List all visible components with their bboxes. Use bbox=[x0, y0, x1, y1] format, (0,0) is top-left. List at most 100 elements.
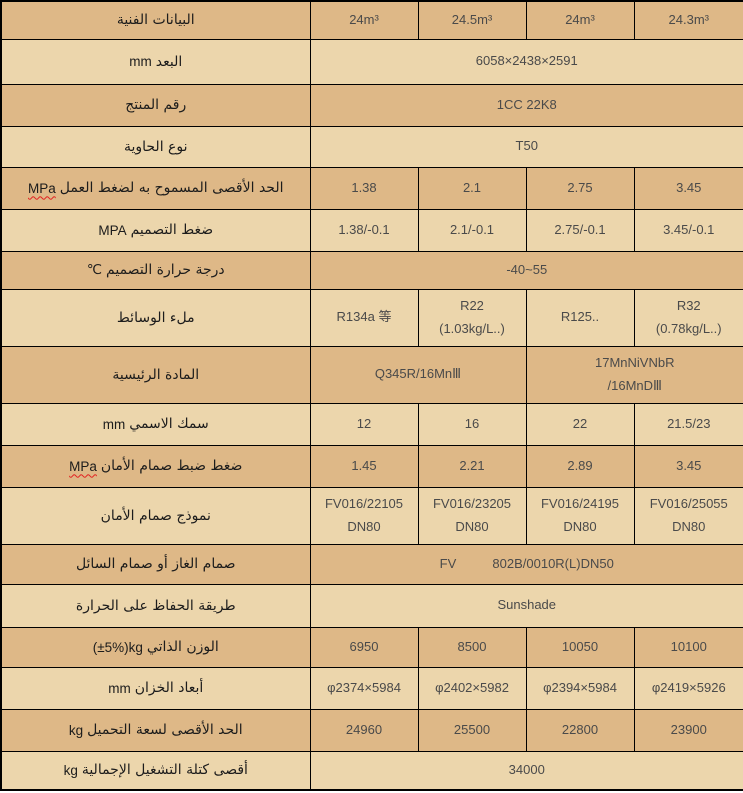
table-row: طريقة الحفاظ على الحرارة Sunshade bbox=[0, 583, 743, 628]
row-label-arabic: نوع الحاوية bbox=[123, 138, 188, 155]
value-cell: 1.38/-0.1 bbox=[309, 208, 419, 252]
value-cell: 23900 bbox=[633, 708, 743, 752]
value-cell: 1.38 bbox=[309, 166, 419, 210]
value-cell: 17MnNiVNbR /16MnDⅢ bbox=[525, 345, 743, 404]
value-cell: 8500 bbox=[417, 626, 527, 668]
row-label-arabic: سمك الاسمي bbox=[129, 416, 209, 432]
row-label-unit: mm bbox=[108, 680, 131, 696]
row-label-unit: MPa bbox=[69, 458, 97, 474]
row-label-arabic: الحد الأقصى لسعة التحميل bbox=[87, 722, 243, 738]
value-cell: 3.45 bbox=[633, 444, 743, 488]
value-cell: R125.. bbox=[525, 288, 635, 347]
row-label: المادة الرئيسية bbox=[5, 367, 307, 383]
table-row: ضغط التصميم MPA 1.38/-0.1 2.1/-0.1 2.75/-0.1… bbox=[0, 208, 743, 252]
row-label-cell: ملء الوسائط bbox=[0, 288, 311, 347]
row-label: نوع الحاوية bbox=[5, 139, 307, 155]
row-label-cell: المادة الرئيسية bbox=[0, 345, 311, 404]
row-label-arabic: ضغط التصميم bbox=[130, 222, 214, 238]
table-row: نوع الحاوية T50 bbox=[0, 125, 743, 168]
value-cell: 24960 bbox=[309, 708, 419, 752]
row-label-unit: kg bbox=[63, 762, 78, 778]
value-cell: R22 (1.03kg/L..) bbox=[417, 288, 527, 347]
value-cell: 22 bbox=[525, 402, 635, 446]
value-cell: FV016/23205 DN80 bbox=[417, 486, 527, 545]
value-cell: -40~55 bbox=[309, 250, 743, 290]
value-cell: 2.75/-0.1 bbox=[525, 208, 635, 252]
value-cell: 16 bbox=[417, 402, 527, 446]
value-cell: R134a 等 bbox=[309, 288, 419, 347]
table-row: البعد mm 6058×2438×2591 bbox=[0, 38, 743, 85]
value-cell: Sunshade bbox=[309, 583, 743, 628]
row-label-cell: البعد mm bbox=[0, 38, 311, 85]
row-label-cell: ضغط ضبط صمام الأمان MPa bbox=[0, 444, 311, 488]
value-cell: 3.45/-0.1 bbox=[633, 208, 743, 252]
row-label-arabic: درجة حرارة التصميم bbox=[106, 262, 225, 278]
table-row: صمام الغاز أو صمام السائل FV 802B/0010R(L… bbox=[0, 543, 743, 585]
value-cell: 24m³ bbox=[309, 0, 419, 40]
table-row: الوزن الذاتي (±5%)kg 6950 8500 10050 10100 bbox=[0, 626, 743, 668]
row-label-arabic: أقصى كتلة التشغيل الإجمالية bbox=[81, 762, 248, 779]
row-label: أبعاد الخزان mm bbox=[5, 680, 307, 696]
table-row: سمك الاسمي mm 12 16 22 21.5/23 bbox=[0, 402, 743, 446]
row-label: صمام الغاز أو صمام السائل bbox=[5, 556, 307, 572]
row-label-arabic: البعد bbox=[155, 53, 183, 70]
row-label-unit: (±5%)kg bbox=[92, 639, 143, 655]
row-label-arabic: البيانات الفنية bbox=[116, 12, 195, 29]
value-cell: 1CC 22K8 bbox=[309, 83, 743, 127]
row-label-cell: سمك الاسمي mm bbox=[0, 402, 311, 446]
value-cell: 6950 bbox=[309, 626, 419, 668]
row-label: ضغط ضبط صمام الأمان MPa bbox=[5, 458, 307, 474]
row-label-arabic: الوزن الذاتي bbox=[146, 639, 219, 655]
value-cell: 3.45 bbox=[633, 166, 743, 210]
value-cell: 10050 bbox=[525, 626, 635, 668]
table-row: الحد الأقصى لسعة التحميل kg 24960 25500 2280… bbox=[0, 708, 743, 752]
value-cell: 25500 bbox=[417, 708, 527, 752]
row-label-arabic: ملء الوسائط bbox=[116, 309, 195, 326]
row-label-cell: درجة حرارة التصميم ℃ bbox=[0, 250, 311, 290]
value-cell: φ2374×5984 bbox=[309, 666, 419, 710]
table-row: المادة الرئيسية Q345R/16MnⅢ 17MnNiVNbR /16… bbox=[0, 345, 743, 404]
table-row: البيانات الفنية 24m³ 24.5m³ 24m³ 24.3m³ bbox=[0, 0, 743, 40]
row-label-unit: MPA bbox=[98, 222, 127, 238]
value-cell: φ2419×5926 bbox=[633, 666, 743, 710]
row-label-unit: MPa bbox=[28, 180, 56, 196]
table-row: نموذج صمام الأمان FV016/22105 DN80 FV016/2… bbox=[0, 486, 743, 545]
row-label-cell: ضغط التصميم MPA bbox=[0, 208, 311, 252]
row-label: البعد mm bbox=[5, 54, 307, 70]
table-row: الحد الأقصى المسموح به لضغط العمل MPa 1.38… bbox=[0, 166, 743, 210]
table-row: أقصى كتلة التشغيل الإجمالية kg 34000 bbox=[0, 750, 743, 791]
value-cell: φ2402×5982 bbox=[417, 666, 527, 710]
value-cell: 34000 bbox=[309, 750, 743, 791]
row-label-cell: الحد الأقصى لسعة التحميل kg bbox=[0, 708, 311, 752]
value-cell: FV016/22105 DN80 bbox=[309, 486, 419, 545]
value-cell: 2.89 bbox=[525, 444, 635, 488]
value-cell: 2.21 bbox=[417, 444, 527, 488]
row-label-cell: نموذج صمام الأمان bbox=[0, 486, 311, 545]
table-row: ضغط ضبط صمام الأمان MPa 1.45 2.21 2.89 3.45 bbox=[0, 444, 743, 488]
value-cell: 1.45 bbox=[309, 444, 419, 488]
row-label: نموذج صمام الأمان bbox=[5, 508, 307, 524]
value-cell: 12 bbox=[309, 402, 419, 446]
row-label: سمك الاسمي mm bbox=[5, 416, 307, 432]
value-cell: 2.1 bbox=[417, 166, 527, 210]
row-label-cell: الوزن الذاتي (±5%)kg bbox=[0, 626, 311, 668]
value-cell: FV 802B/0010R(L)DN50 bbox=[309, 543, 743, 585]
row-label-cell: البيانات الفنية bbox=[0, 0, 311, 40]
row-label-arabic: رقم المنتج bbox=[125, 97, 187, 113]
value-cell: 6058×2438×2591 bbox=[309, 38, 743, 85]
row-label-cell: طريقة الحفاظ على الحرارة bbox=[0, 583, 311, 628]
row-label-cell: أبعاد الخزان mm bbox=[0, 666, 311, 710]
row-label: الوزن الذاتي (±5%)kg bbox=[5, 639, 307, 655]
table-row: درجة حرارة التصميم ℃ -40~55 bbox=[0, 250, 743, 290]
value-cell: 24.5m³ bbox=[417, 0, 527, 40]
value-cell: 10100 bbox=[633, 626, 743, 668]
value-cell: FV016/24195 DN80 bbox=[525, 486, 635, 545]
value-cell: φ2394×5984 bbox=[525, 666, 635, 710]
row-label: البيانات الفنية bbox=[5, 12, 307, 28]
row-label-arabic: صمام الغاز أو صمام السائل bbox=[75, 556, 236, 572]
row-label-arabic: ضغط ضبط صمام الأمان bbox=[100, 458, 243, 474]
value-cell: 22800 bbox=[525, 708, 635, 752]
value-cell: 24.3m³ bbox=[633, 0, 743, 40]
